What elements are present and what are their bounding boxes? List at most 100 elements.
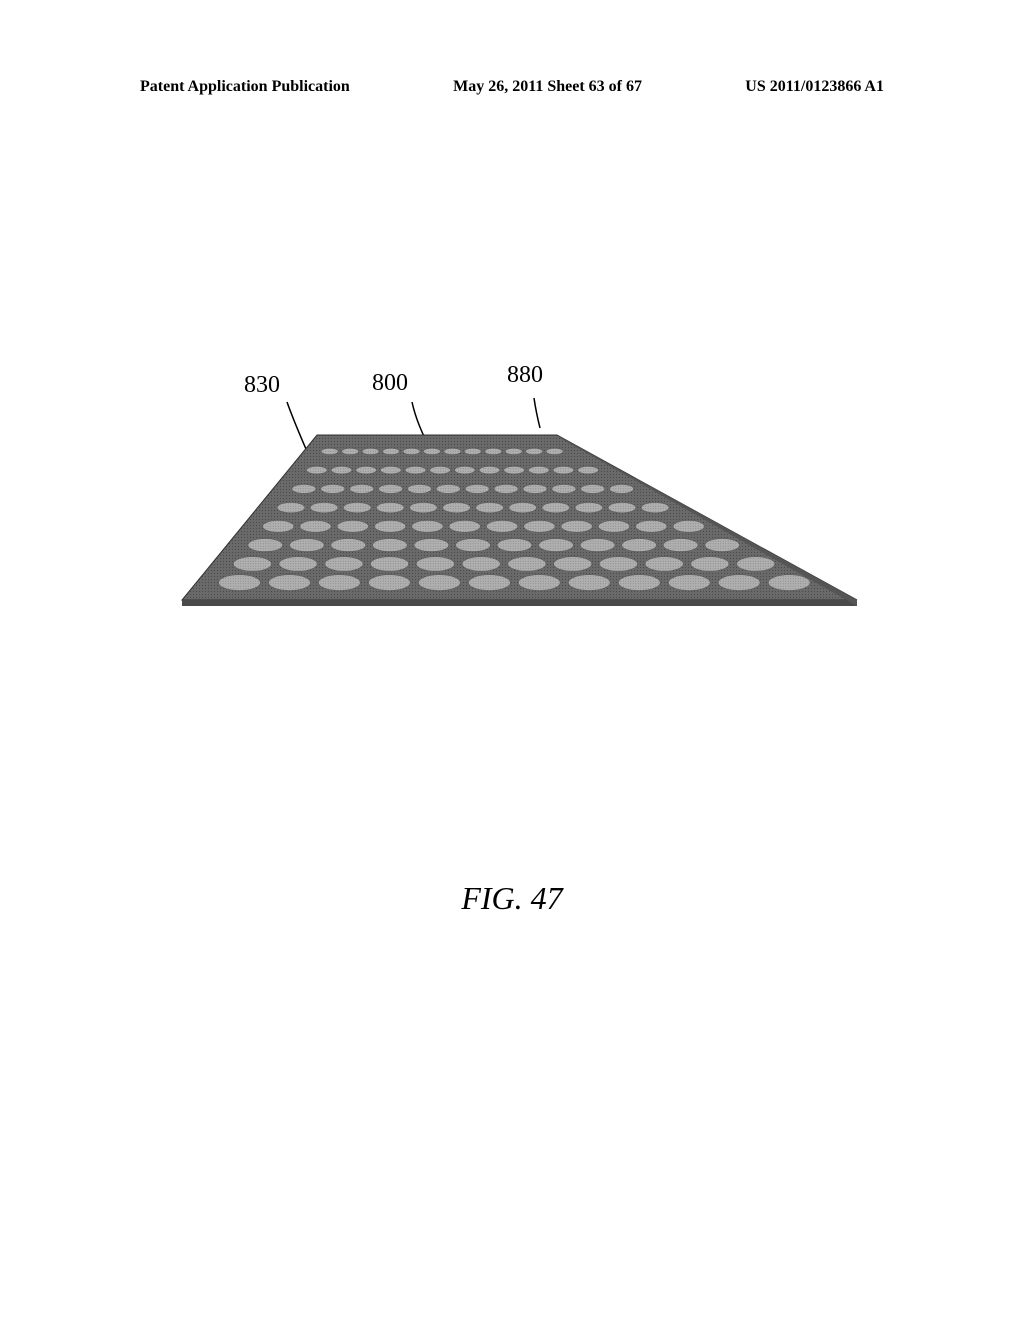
hole bbox=[405, 466, 426, 474]
hole bbox=[663, 539, 698, 552]
hole bbox=[465, 484, 489, 493]
hole bbox=[331, 466, 352, 474]
hole bbox=[289, 539, 324, 552]
hole bbox=[542, 502, 570, 513]
hole bbox=[578, 466, 599, 474]
hole bbox=[553, 466, 574, 474]
reference-label-880: 880 bbox=[507, 362, 543, 389]
hole bbox=[504, 466, 525, 474]
hole bbox=[645, 557, 683, 572]
hole bbox=[300, 520, 331, 532]
hole bbox=[373, 539, 408, 552]
hole bbox=[768, 575, 810, 591]
hole bbox=[325, 557, 363, 572]
hole bbox=[277, 502, 305, 513]
hole bbox=[561, 520, 592, 532]
hole bbox=[509, 502, 537, 513]
hole bbox=[462, 557, 500, 572]
perforated-sheet bbox=[182, 435, 857, 606]
hole bbox=[456, 539, 491, 552]
hole bbox=[479, 466, 500, 474]
hole bbox=[418, 575, 460, 591]
hole bbox=[337, 520, 368, 532]
hole bbox=[568, 575, 610, 591]
page-header: Patent Application Publication May 26, 2… bbox=[0, 78, 1024, 96]
hole bbox=[416, 557, 454, 572]
hole bbox=[505, 448, 522, 455]
header-center: May 26, 2011 Sheet 63 of 67 bbox=[453, 78, 642, 96]
hole bbox=[292, 484, 316, 493]
hole bbox=[306, 466, 327, 474]
hole bbox=[350, 484, 374, 493]
hole bbox=[485, 448, 502, 455]
leader-line-880 bbox=[534, 398, 540, 428]
hole bbox=[362, 448, 379, 455]
hole bbox=[382, 448, 399, 455]
hole bbox=[636, 520, 667, 532]
hole bbox=[691, 557, 729, 572]
hole bbox=[342, 448, 359, 455]
hole bbox=[343, 502, 371, 513]
hole bbox=[673, 520, 704, 532]
hole bbox=[737, 557, 775, 572]
hole bbox=[449, 520, 480, 532]
hole bbox=[321, 448, 338, 455]
hole bbox=[331, 539, 366, 552]
hole bbox=[321, 484, 345, 493]
hole bbox=[476, 502, 504, 513]
hole bbox=[356, 466, 377, 474]
hole bbox=[581, 484, 605, 493]
patent-figure-diagram bbox=[162, 380, 862, 730]
hole bbox=[443, 502, 471, 513]
hole bbox=[233, 557, 271, 572]
hole bbox=[524, 520, 555, 532]
hole bbox=[554, 557, 592, 572]
hole bbox=[454, 466, 475, 474]
hole bbox=[279, 557, 317, 572]
hole bbox=[407, 484, 431, 493]
reference-label-800: 800 bbox=[372, 370, 408, 397]
hole bbox=[376, 502, 404, 513]
hole bbox=[610, 484, 634, 493]
hole bbox=[598, 520, 629, 532]
hole bbox=[414, 539, 449, 552]
hole bbox=[379, 484, 403, 493]
hole bbox=[486, 520, 517, 532]
hole bbox=[269, 575, 311, 591]
hole bbox=[310, 502, 338, 513]
hole bbox=[575, 502, 603, 513]
hole bbox=[528, 466, 549, 474]
hole bbox=[546, 448, 563, 455]
hole bbox=[423, 448, 440, 455]
hole bbox=[580, 539, 615, 552]
hole bbox=[248, 539, 283, 552]
hole bbox=[705, 539, 740, 552]
hole bbox=[618, 575, 660, 591]
hole bbox=[436, 484, 460, 493]
hole bbox=[608, 502, 636, 513]
hole bbox=[468, 575, 510, 591]
hole bbox=[526, 448, 543, 455]
hole bbox=[718, 575, 760, 591]
hole bbox=[494, 484, 518, 493]
reference-label-830: 830 bbox=[244, 372, 280, 399]
hole bbox=[368, 575, 410, 591]
hole bbox=[370, 557, 408, 572]
hole bbox=[523, 484, 547, 493]
hole bbox=[412, 520, 443, 532]
hole bbox=[599, 557, 637, 572]
hole bbox=[318, 575, 360, 591]
figure-caption: FIG. 47 bbox=[461, 880, 562, 917]
hole bbox=[219, 575, 261, 591]
hole bbox=[539, 539, 574, 552]
hole bbox=[380, 466, 401, 474]
hole bbox=[518, 575, 560, 591]
header-right: US 2011/0123866 A1 bbox=[745, 78, 884, 96]
hole bbox=[444, 448, 461, 455]
hole bbox=[668, 575, 710, 591]
hole bbox=[374, 520, 405, 532]
hole bbox=[497, 539, 532, 552]
hole bbox=[464, 448, 481, 455]
header-left: Patent Application Publication bbox=[140, 78, 350, 96]
hole bbox=[430, 466, 451, 474]
